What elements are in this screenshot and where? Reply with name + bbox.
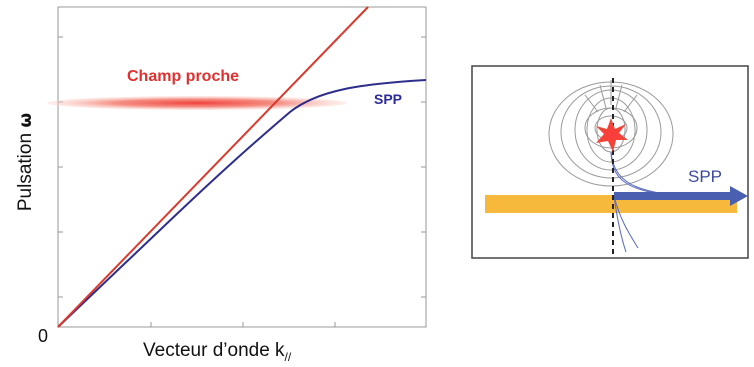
inset-diagram: SPP <box>471 65 749 259</box>
origin-label: 0 <box>38 326 49 346</box>
x-axis-label-text: Vecteur d’onde k <box>143 340 285 361</box>
spp-dispersion-curve <box>57 79 427 328</box>
inset-spp-label: SPP <box>688 167 722 186</box>
y-axis-label: Pulsation ω <box>15 97 39 227</box>
dipole-star <box>596 118 628 152</box>
spp-curve-label: SPP <box>374 91 403 107</box>
plot-frame <box>57 6 427 328</box>
near-field-label: Champ proche <box>127 68 240 85</box>
x-axis-subscript: // <box>284 349 292 364</box>
axis-ticks <box>58 36 426 327</box>
x-axis-label: Vecteur d’onde k// <box>143 340 291 364</box>
spp-arrow-head <box>730 186 748 206</box>
y-axis-label-text: Pulsation <box>15 132 36 212</box>
omega-symbol: ω <box>16 112 36 128</box>
light-line <box>57 6 369 328</box>
